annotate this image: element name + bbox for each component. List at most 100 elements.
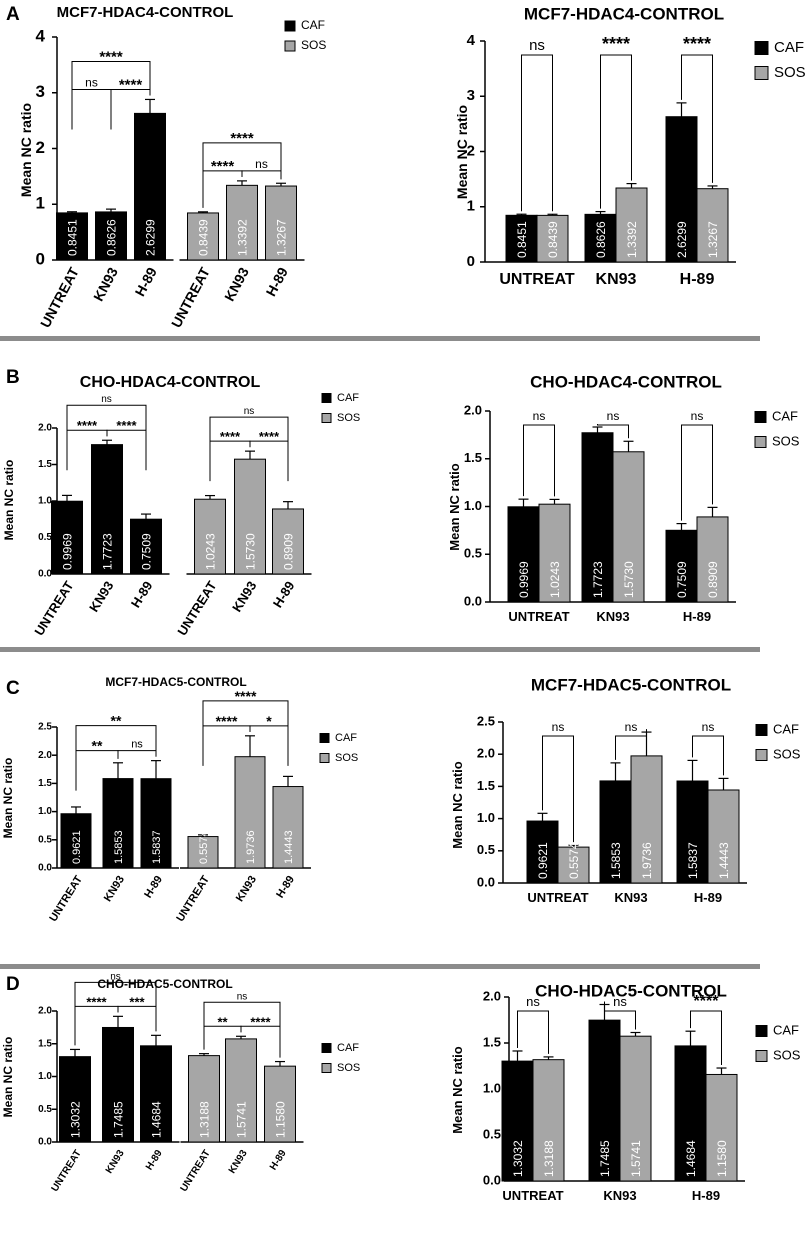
bar-sos-untreat	[536, 214, 569, 263]
bar-sos-kn93	[225, 1038, 257, 1143]
bar-value-label: 1.5730	[243, 533, 257, 570]
y-tick-label: 1.0	[38, 496, 52, 507]
significance-label: ****	[250, 1014, 271, 1029]
chart-5: MCF7-HDAC5-CONTROL Mean NC ratio 0.0 0.5 1.0…	[1, 675, 358, 924]
significance-label: ns	[255, 157, 268, 171]
chart-1: MCF7-HDAC4-CONTROL Mean NC ratio 0 1 2 3 4 0.84…	[18, 4, 326, 330]
bar-value-label: 0.9621	[71, 830, 83, 864]
legend-swatch-caf	[754, 411, 767, 423]
y-tick-label: 0.5	[483, 1126, 501, 1141]
y-tick-label: 1.5	[477, 778, 495, 793]
bar-caf-h-89	[665, 529, 698, 603]
bar-caf-h-89	[140, 1045, 172, 1143]
y-tick-label: 2.0	[38, 750, 52, 761]
bar-sos-kn93	[619, 1035, 652, 1182]
legend-swatch-sos	[755, 1050, 768, 1062]
bar-caf-h-89	[140, 778, 172, 869]
x-tick-label: UNTREAT	[527, 890, 588, 905]
y-tick-label: 0.5	[38, 1104, 52, 1115]
legend-label-sos: SOS	[301, 38, 326, 52]
y-tick-label: 1.0	[464, 498, 482, 513]
significance-bracket	[106, 429, 147, 471]
chart-4: CHO-HDAC4-CONTROL Mean NC ratio 0.0 0.5 1.0 1…	[447, 372, 800, 624]
bar-value-label: 1.5853	[609, 842, 623, 879]
bar-sos-untreat	[187, 836, 219, 869]
significance-label: ns	[702, 720, 715, 734]
y-axis-label: Mean NC ratio	[454, 105, 470, 199]
significance-label: ****	[230, 130, 254, 147]
significance-label: ns	[613, 994, 627, 1009]
y-tick-label: 1	[36, 194, 45, 213]
x-tick-label: KN93	[596, 609, 629, 624]
legend-label-caf: CAF	[773, 721, 799, 736]
bar-value-label: 1.7485	[598, 1140, 612, 1177]
chart-2: MCF7-HDAC4-CONTROL Mean NC ratio 0 1 2 3 4 0.84…	[454, 4, 806, 288]
significance-label: ****	[220, 429, 241, 444]
bar-sos-h-89	[272, 508, 304, 575]
y-tick-label: 2	[467, 142, 475, 159]
y-axis-label: Mean NC ratio	[450, 1046, 465, 1133]
bar-caf-untreat	[60, 813, 92, 869]
significance-label: ****	[683, 34, 711, 54]
bar-caf-untreat	[526, 820, 559, 884]
bar-value-label: 1.7723	[591, 561, 605, 598]
bar-value-label: 1.7485	[111, 1101, 125, 1138]
bar-caf-h-89	[130, 518, 162, 575]
legend-label-sos: SOS	[337, 1062, 360, 1074]
y-tick-label: 1.5	[464, 450, 482, 465]
y-tick-label: 0.0	[483, 1172, 501, 1187]
bar-caf-kn93	[95, 211, 127, 261]
legend-swatch-sos	[321, 1063, 332, 1073]
y-tick-label: 2.0	[38, 423, 52, 434]
x-tick-label: KN93	[603, 1188, 636, 1203]
panel-separator-ab	[0, 336, 760, 341]
bar-sos-untreat	[194, 498, 226, 575]
significance-label: ****	[235, 688, 257, 704]
y-tick-label: 4	[36, 26, 46, 45]
chart-title: CHO-HDAC5-CONTROL	[535, 981, 727, 1000]
bar-value-label: 0.8626	[104, 219, 118, 256]
bar-value-label: 1.4684	[684, 1140, 698, 1177]
bar-sos-h-89	[705, 1073, 738, 1182]
panel-label-b: B	[6, 367, 20, 388]
y-tick-label: 0	[36, 249, 45, 268]
chart-title: CHO-HDAC5-CONTROL	[97, 977, 232, 991]
bar-value-label: 0.8439	[546, 221, 560, 258]
bar-value-label: 1.7723	[100, 533, 114, 570]
legend-swatch-caf	[319, 733, 330, 743]
chart-title: MCF7-HDAC5-CONTROL	[531, 675, 731, 694]
legend-label-caf: CAF	[335, 732, 357, 744]
y-tick-label: 1.5	[38, 459, 52, 470]
bar-value-label: 0.7509	[675, 561, 689, 598]
bar-value-label: 0.8451	[515, 221, 529, 258]
significance-label: ****	[116, 418, 137, 433]
significance-bracket	[692, 735, 724, 776]
bar-value-label: 1.9736	[640, 842, 654, 879]
significance-bracket	[604, 1001, 636, 1030]
bar-value-label: 0.5574	[198, 830, 210, 864]
legend-swatch-caf	[755, 724, 768, 736]
significance-bracket	[74, 981, 157, 1023]
y-tick-label: 2.0	[477, 746, 495, 761]
legend-swatch-sos	[284, 40, 296, 52]
bar-value-label: 1.1580	[273, 1101, 287, 1138]
y-tick-label: 2.0	[483, 988, 501, 1003]
panel-label-c: C	[6, 678, 20, 699]
significance-label: **	[92, 738, 103, 754]
bar-caf-kn93	[584, 213, 617, 263]
significance-label: **	[111, 713, 122, 729]
bar-sos-kn93	[226, 184, 258, 261]
bar-caf-untreat	[56, 212, 88, 261]
y-tick-label: 1.0	[483, 1080, 501, 1095]
significance-bracket	[249, 440, 289, 482]
significance-bracket	[209, 416, 289, 458]
y-tick-label: 2	[36, 138, 45, 157]
bar-caf-kn93	[588, 1019, 621, 1182]
bar-value-label: 1.5741	[629, 1140, 643, 1177]
y-tick-label: 2.5	[38, 722, 52, 733]
bar-value-label: 1.3392	[625, 221, 639, 258]
bar-sos-kn93	[234, 458, 266, 575]
bar-value-label: 0.9621	[536, 842, 550, 879]
bar-caf-kn93	[581, 432, 614, 603]
y-axis-label: Mean NC ratio	[2, 460, 16, 541]
